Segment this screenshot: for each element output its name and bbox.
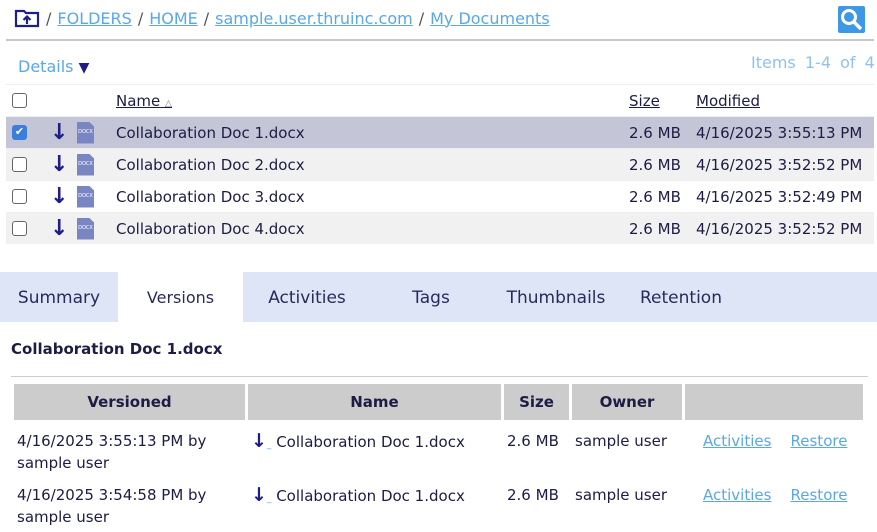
- version-size: 2.6 MB: [507, 432, 559, 450]
- version-name[interactable]: Collaboration Doc 1.docx: [276, 487, 465, 505]
- items-count: Items 1-4 of 4: [751, 53, 875, 72]
- sort-name-header[interactable]: Name △: [116, 91, 172, 110]
- file-modified: 4/16/2025 3:52:52 PM: [696, 155, 863, 174]
- details-dropdown[interactable]: Details ▼: [18, 57, 89, 76]
- breadcrumb-folders[interactable]: FOLDERS: [57, 8, 132, 28]
- sort-modified-header[interactable]: Modified: [696, 91, 761, 110]
- tab-tags[interactable]: Tags: [412, 288, 450, 308]
- row-checkbox[interactable]: [12, 157, 27, 172]
- file-modified: 4/16/2025 3:52:49 PM: [696, 187, 863, 206]
- file-row[interactable]: ↓ DOCX Collaboration Doc 2.docx 2.6 MB 4…: [6, 148, 874, 180]
- search-button[interactable]: [838, 6, 865, 33]
- version-name[interactable]: Collaboration Doc 1.docx: [276, 433, 465, 451]
- file-size: 2.6 MB: [629, 187, 681, 206]
- breadcrumb-separator: /: [46, 8, 52, 28]
- tab-versions[interactable]: Versions: [118, 272, 243, 322]
- version-owner: sample user: [575, 432, 668, 450]
- version-row: 4/16/2025 3:55:13 PM by sample user ↓_ C…: [14, 420, 863, 474]
- tab-summary[interactable]: Summary: [17, 288, 101, 308]
- file-name[interactable]: Collaboration Doc 4.docx: [116, 219, 305, 238]
- docx-file-icon: DOCX: [77, 153, 94, 176]
- file-name[interactable]: Collaboration Doc 1.docx: [116, 123, 305, 142]
- file-table-header: Name △ Size Modified: [6, 84, 874, 116]
- items-total: 4: [864, 53, 875, 72]
- file-modified: 4/16/2025 3:52:52 PM: [696, 219, 863, 238]
- file-size: 2.6 MB: [629, 123, 681, 142]
- row-checkbox[interactable]: ✔: [12, 125, 27, 140]
- folder-up-icon[interactable]: [14, 8, 40, 28]
- file-row[interactable]: ✔ ↓ DOCX Collaboration Doc 1.docx 2.6 MB…: [6, 116, 874, 148]
- breadcrumb-user[interactable]: sample.user.thruinc.com: [215, 8, 413, 28]
- col-name: Name: [248, 384, 501, 420]
- version-owner: sample user: [575, 486, 668, 504]
- items-of: of: [840, 53, 856, 72]
- file-name[interactable]: Collaboration Doc 2.docx: [116, 155, 305, 174]
- breadcrumb-separator: /: [137, 8, 144, 28]
- file-row[interactable]: ↓ DOCX Collaboration Doc 3.docx 2.6 MB 4…: [6, 180, 874, 212]
- docx-file-icon: DOCX: [77, 121, 94, 144]
- sort-asc-icon: △: [165, 98, 172, 109]
- file-modified: 4/16/2025 3:55:13 PM: [696, 123, 863, 142]
- detail-title: Collaboration Doc 1.docx: [11, 340, 223, 358]
- file-size: 2.6 MB: [629, 155, 681, 174]
- breadcrumb: / FOLDERS / HOME / sample.user.thruinc.c…: [14, 8, 550, 28]
- caret-down-icon: ▼: [78, 60, 90, 76]
- col-size: Size: [504, 384, 569, 420]
- version-date: 4/16/2025 3:55:13 PM by sample user: [17, 432, 207, 472]
- download-icon[interactable]: ↓: [50, 152, 69, 177]
- details-label: Details: [18, 57, 74, 76]
- search-icon: [841, 9, 863, 31]
- breadcrumb-my-documents[interactable]: My Documents: [430, 8, 550, 28]
- file-size: 2.6 MB: [629, 219, 681, 238]
- docx-file-icon: DOCX: [77, 185, 94, 208]
- items-label: Items: [751, 53, 796, 72]
- download-icon[interactable]: ↓: [251, 430, 267, 452]
- col-owner: Owner: [572, 384, 682, 420]
- divider: [11, 376, 868, 377]
- download-icon[interactable]: ↓: [50, 216, 69, 241]
- row-checkbox[interactable]: [12, 189, 27, 204]
- tab-activities[interactable]: Activities: [268, 288, 346, 308]
- breadcrumb-home[interactable]: HOME: [149, 8, 198, 28]
- restore-link[interactable]: Restore: [790, 432, 848, 450]
- docx-file-icon: DOCX: [77, 217, 94, 240]
- breadcrumb-separator: /: [203, 8, 210, 28]
- items-range: 1-4: [804, 53, 831, 72]
- tab-retention[interactable]: Retention: [640, 288, 722, 308]
- restore-link[interactable]: Restore: [790, 486, 848, 504]
- download-icon[interactable]: ↓: [50, 120, 69, 145]
- file-name[interactable]: Collaboration Doc 3.docx: [116, 187, 305, 206]
- version-size: 2.6 MB: [507, 486, 559, 504]
- activities-link[interactable]: Activities: [703, 486, 772, 504]
- version-row: 4/16/2025 3:54:58 PM by sample user ↓_ C…: [14, 474, 863, 528]
- activities-link[interactable]: Activities: [703, 432, 772, 450]
- detail-tabs: Summary Versions Activities Tags Thumbnails R…: [0, 272, 877, 322]
- version-date: 4/16/2025 3:54:58 PM by sample user: [17, 486, 207, 526]
- download-icon[interactable]: ↓: [50, 184, 69, 209]
- tab-thumbnails[interactable]: Thumbnails: [506, 288, 606, 308]
- sort-size-header[interactable]: Size: [629, 91, 660, 110]
- select-all-checkbox[interactable]: [12, 93, 27, 108]
- download-icon[interactable]: ↓: [251, 484, 267, 506]
- breadcrumb-separator: /: [418, 8, 425, 28]
- versions-table: Versioned Name Size Owner 4/16/2025 3:55…: [11, 384, 866, 528]
- divider: [6, 39, 874, 41]
- row-checkbox[interactable]: [12, 221, 27, 236]
- col-versioned: Versioned: [14, 384, 245, 420]
- file-row[interactable]: ↓ DOCX Collaboration Doc 4.docx 2.6 MB 4…: [6, 212, 874, 244]
- col-actions: [685, 384, 863, 420]
